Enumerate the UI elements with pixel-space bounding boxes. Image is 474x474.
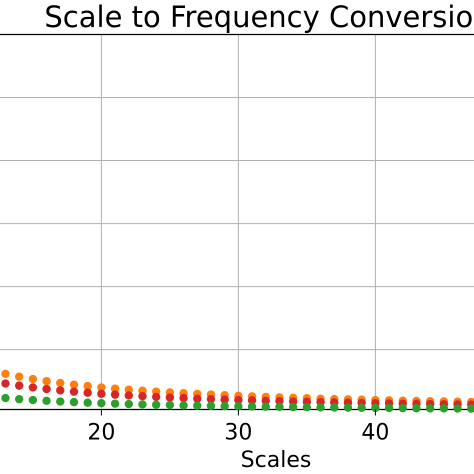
data-point (14, 394, 24, 404)
data-point (425, 404, 435, 413)
data-point (288, 402, 298, 412)
data-point (439, 404, 449, 413)
series-3 (1, 393, 474, 413)
data-point (234, 395, 243, 405)
data-point (302, 403, 312, 412)
data-point (193, 394, 202, 403)
data-point (343, 403, 353, 412)
data-point (371, 403, 380, 413)
data-point (138, 400, 147, 409)
data-point (14, 381, 24, 390)
data-point (316, 403, 325, 412)
data-point (165, 393, 175, 402)
data-point (124, 399, 133, 409)
data-point (69, 387, 79, 396)
data-point (1, 379, 10, 388)
data-point (412, 404, 421, 413)
data-point (28, 383, 38, 392)
data-point (28, 395, 38, 405)
data-point (151, 392, 161, 402)
x-ticks: 20 30 40 (87, 409, 389, 446)
x-axis-label: Scales (241, 448, 312, 473)
data-point (330, 403, 339, 412)
data-point (110, 390, 120, 399)
x-tick-label: 40 (361, 421, 389, 446)
data-point (69, 380, 79, 389)
data-point (151, 400, 161, 409)
data-point (165, 400, 175, 410)
x-tick-label: 30 (224, 421, 252, 446)
data-point (234, 402, 243, 411)
data-point (179, 393, 188, 403)
data-point (357, 403, 366, 412)
data-point (97, 398, 106, 408)
data-point (83, 388, 92, 397)
data-points (1, 369, 474, 413)
data-point (220, 395, 229, 404)
data-point (28, 374, 38, 384)
data-point (42, 384, 51, 394)
data-point (275, 402, 284, 412)
data-point (42, 396, 51, 406)
data-point (384, 403, 394, 413)
data-point (398, 403, 407, 413)
data-point (206, 394, 216, 404)
data-point (453, 404, 462, 413)
data-point (220, 401, 229, 411)
data-point (97, 389, 106, 398)
data-point (69, 397, 79, 407)
data-point (56, 378, 65, 388)
data-point (247, 396, 257, 405)
data-point (193, 401, 202, 410)
data-point (110, 384, 120, 393)
chart-title: Scale to Frequency Conversion (44, 0, 474, 34)
data-point (42, 376, 51, 386)
data-point (179, 401, 188, 410)
data-point (261, 396, 270, 406)
data-point (83, 381, 92, 391)
x-tick-label: 20 (87, 421, 115, 446)
data-point (124, 391, 133, 400)
data-point (206, 401, 216, 411)
data-point (247, 402, 257, 411)
data-point (1, 369, 10, 379)
grid-lines (0, 34, 474, 410)
data-point (56, 386, 65, 395)
data-point (261, 402, 270, 411)
data-point (138, 392, 147, 401)
data-point (83, 398, 92, 407)
data-point (14, 372, 24, 381)
data-point (467, 404, 474, 413)
data-point (110, 399, 120, 408)
data-point (97, 383, 106, 392)
data-point (56, 397, 65, 406)
data-point (1, 393, 10, 403)
